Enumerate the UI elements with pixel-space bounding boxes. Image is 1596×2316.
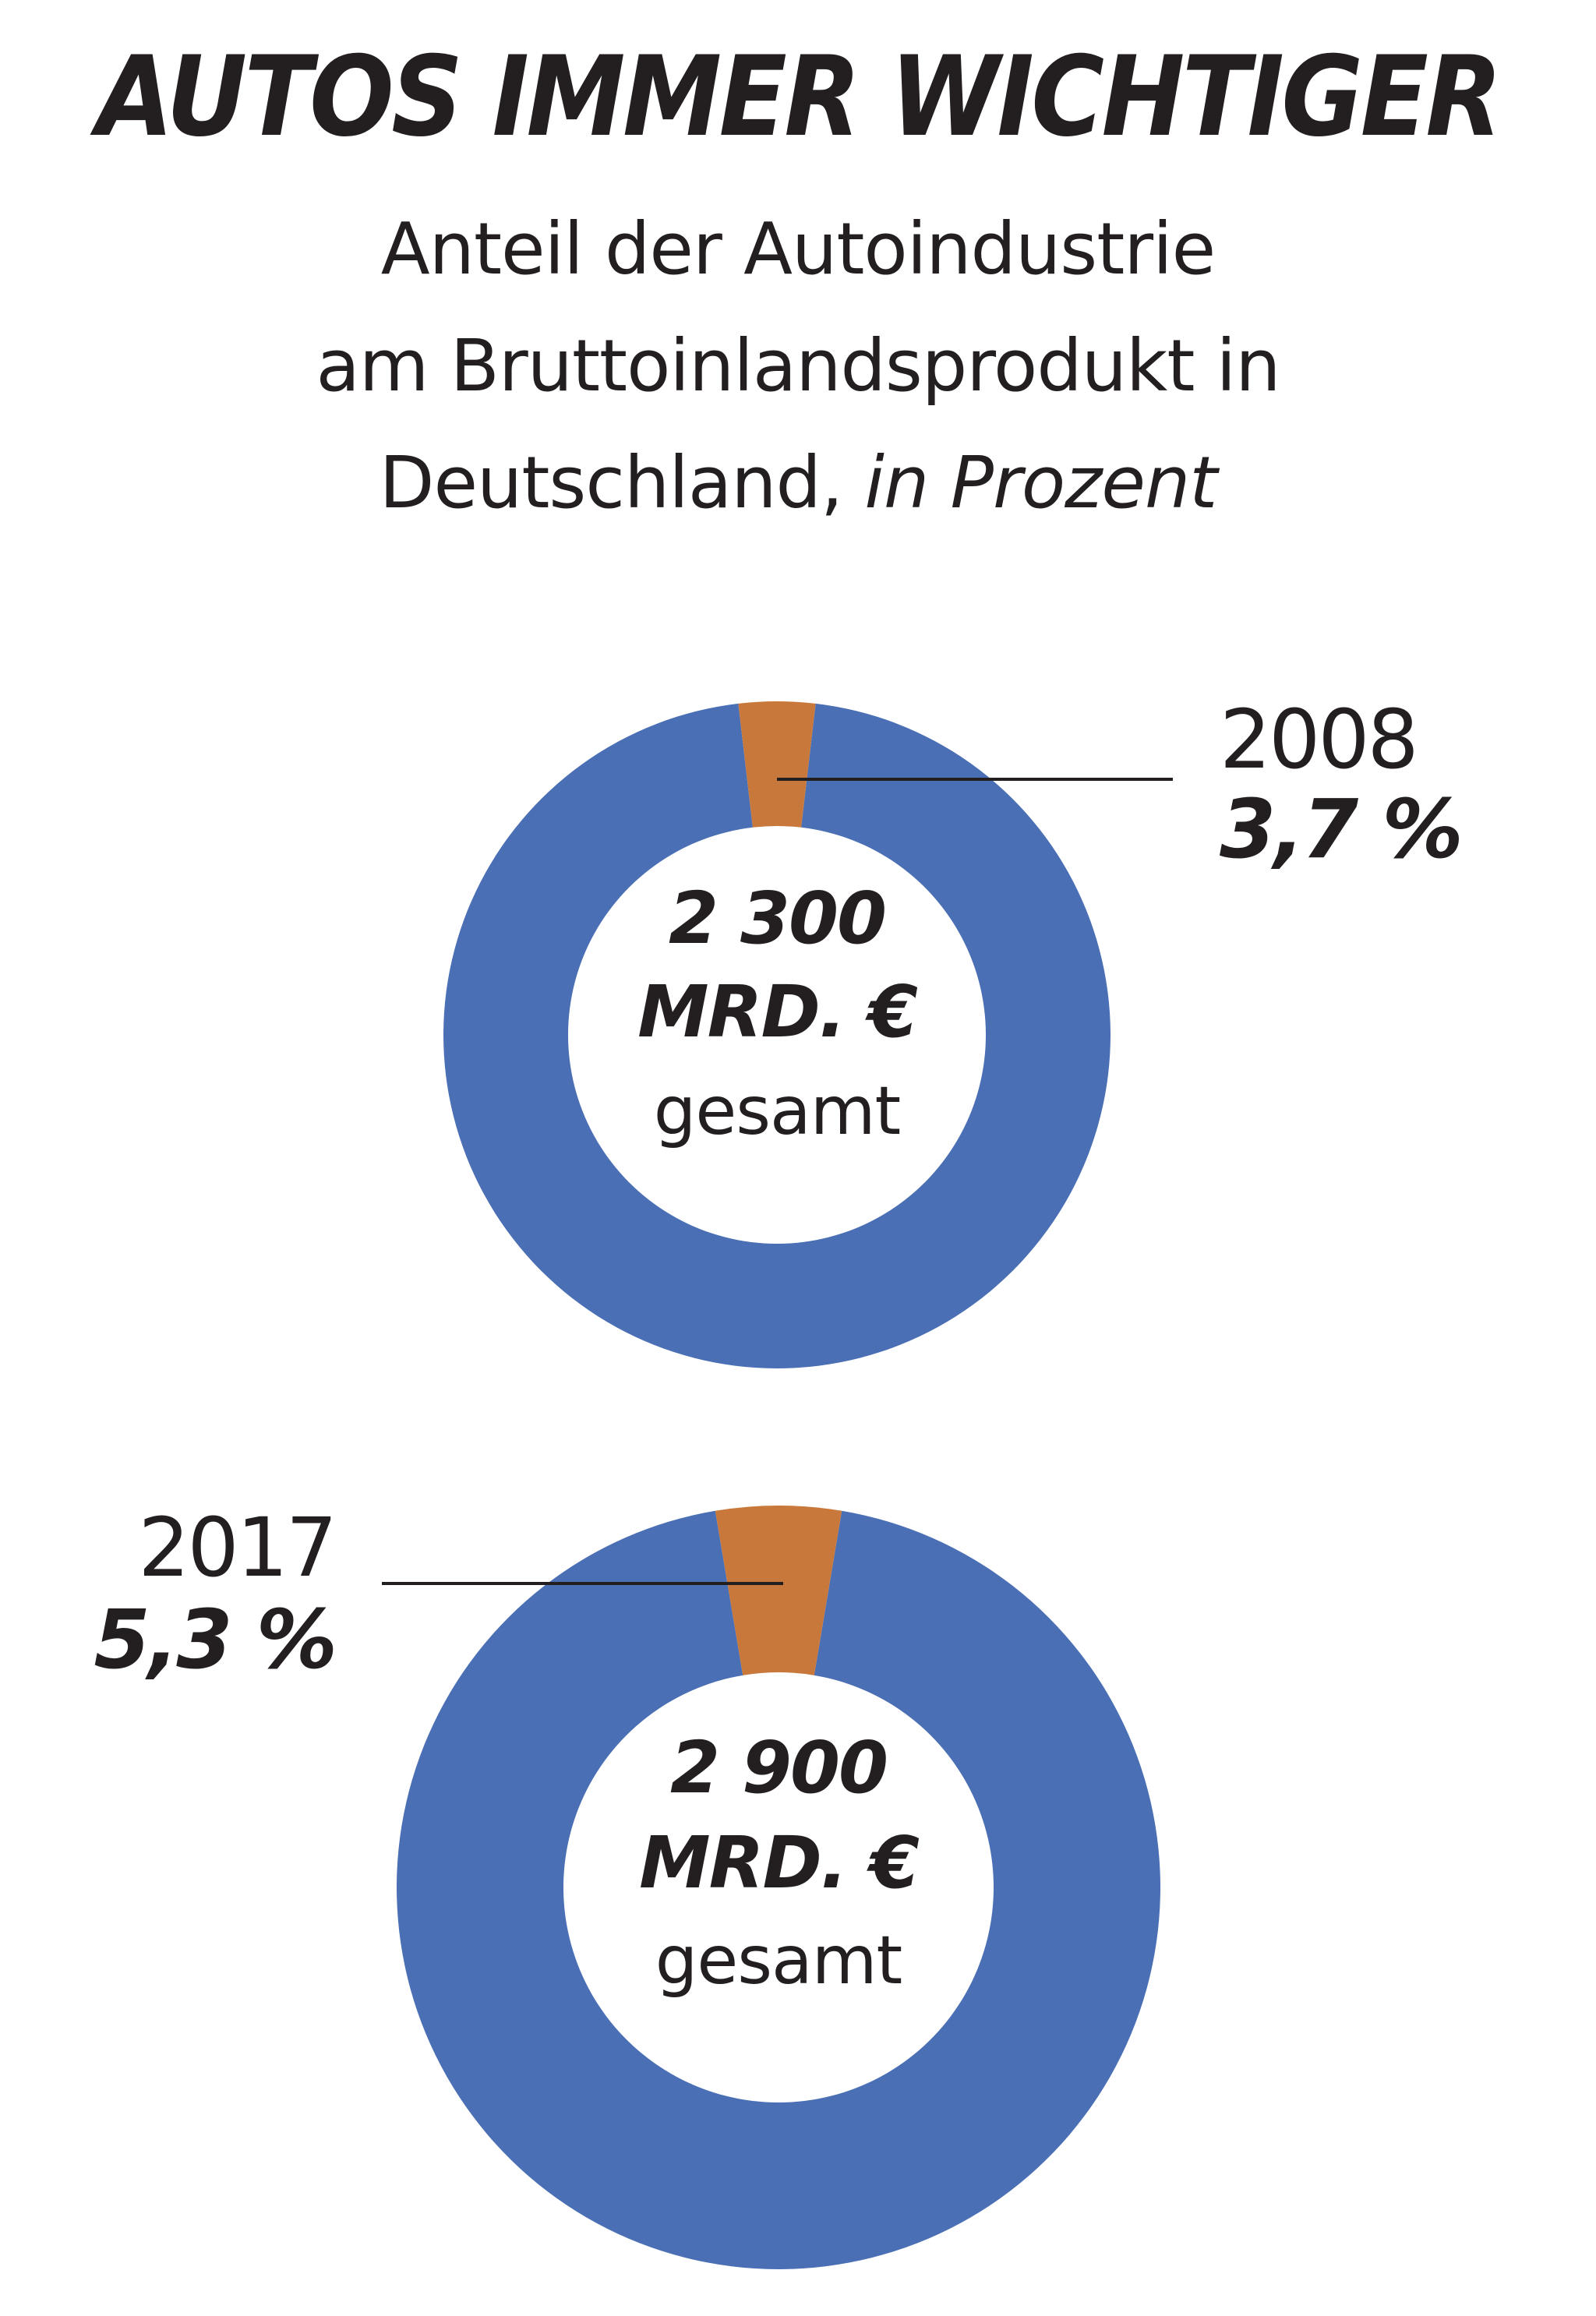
donut-slice-autoindustrie bbox=[715, 1506, 842, 1675]
subtitle-line-1: Anteil der Autoindustrie bbox=[380, 207, 1216, 291]
share-label: 5,3 % bbox=[94, 1592, 335, 1687]
chart-subtitle: Anteil der Autoindustrie am Bruttoinland… bbox=[0, 191, 1596, 542]
share-label: 3,7 % bbox=[1220, 782, 1461, 877]
center-total-value: 2 900 bbox=[670, 1726, 887, 1809]
year-label: 2017 bbox=[138, 1500, 335, 1595]
center-total-unit: MRD. € bbox=[637, 970, 918, 1054]
chart-title: AUTOS IMMER WICHTIGER bbox=[96, 33, 1502, 161]
center-total-note: gesamt bbox=[655, 1922, 902, 2000]
center-total-note: gesamt bbox=[654, 1072, 901, 1150]
center-total-unit: MRD. € bbox=[639, 1821, 920, 1905]
subtitle-line-2: am Bruttoinlandsprodukt in bbox=[316, 324, 1280, 408]
donut-slice-autoindustrie bbox=[738, 701, 816, 828]
subtitle-line-3-text: Deutschland, bbox=[379, 441, 844, 524]
donut-slice-rest bbox=[443, 703, 1110, 1368]
unit-label: in Prozent bbox=[864, 441, 1217, 524]
subtitle-line-3: Deutschland, in Prozent bbox=[0, 425, 1596, 542]
year-label: 2008 bbox=[1220, 692, 1417, 787]
center-total-value: 2 300 bbox=[669, 877, 885, 960]
donut-slice-rest bbox=[396, 1510, 1160, 2269]
